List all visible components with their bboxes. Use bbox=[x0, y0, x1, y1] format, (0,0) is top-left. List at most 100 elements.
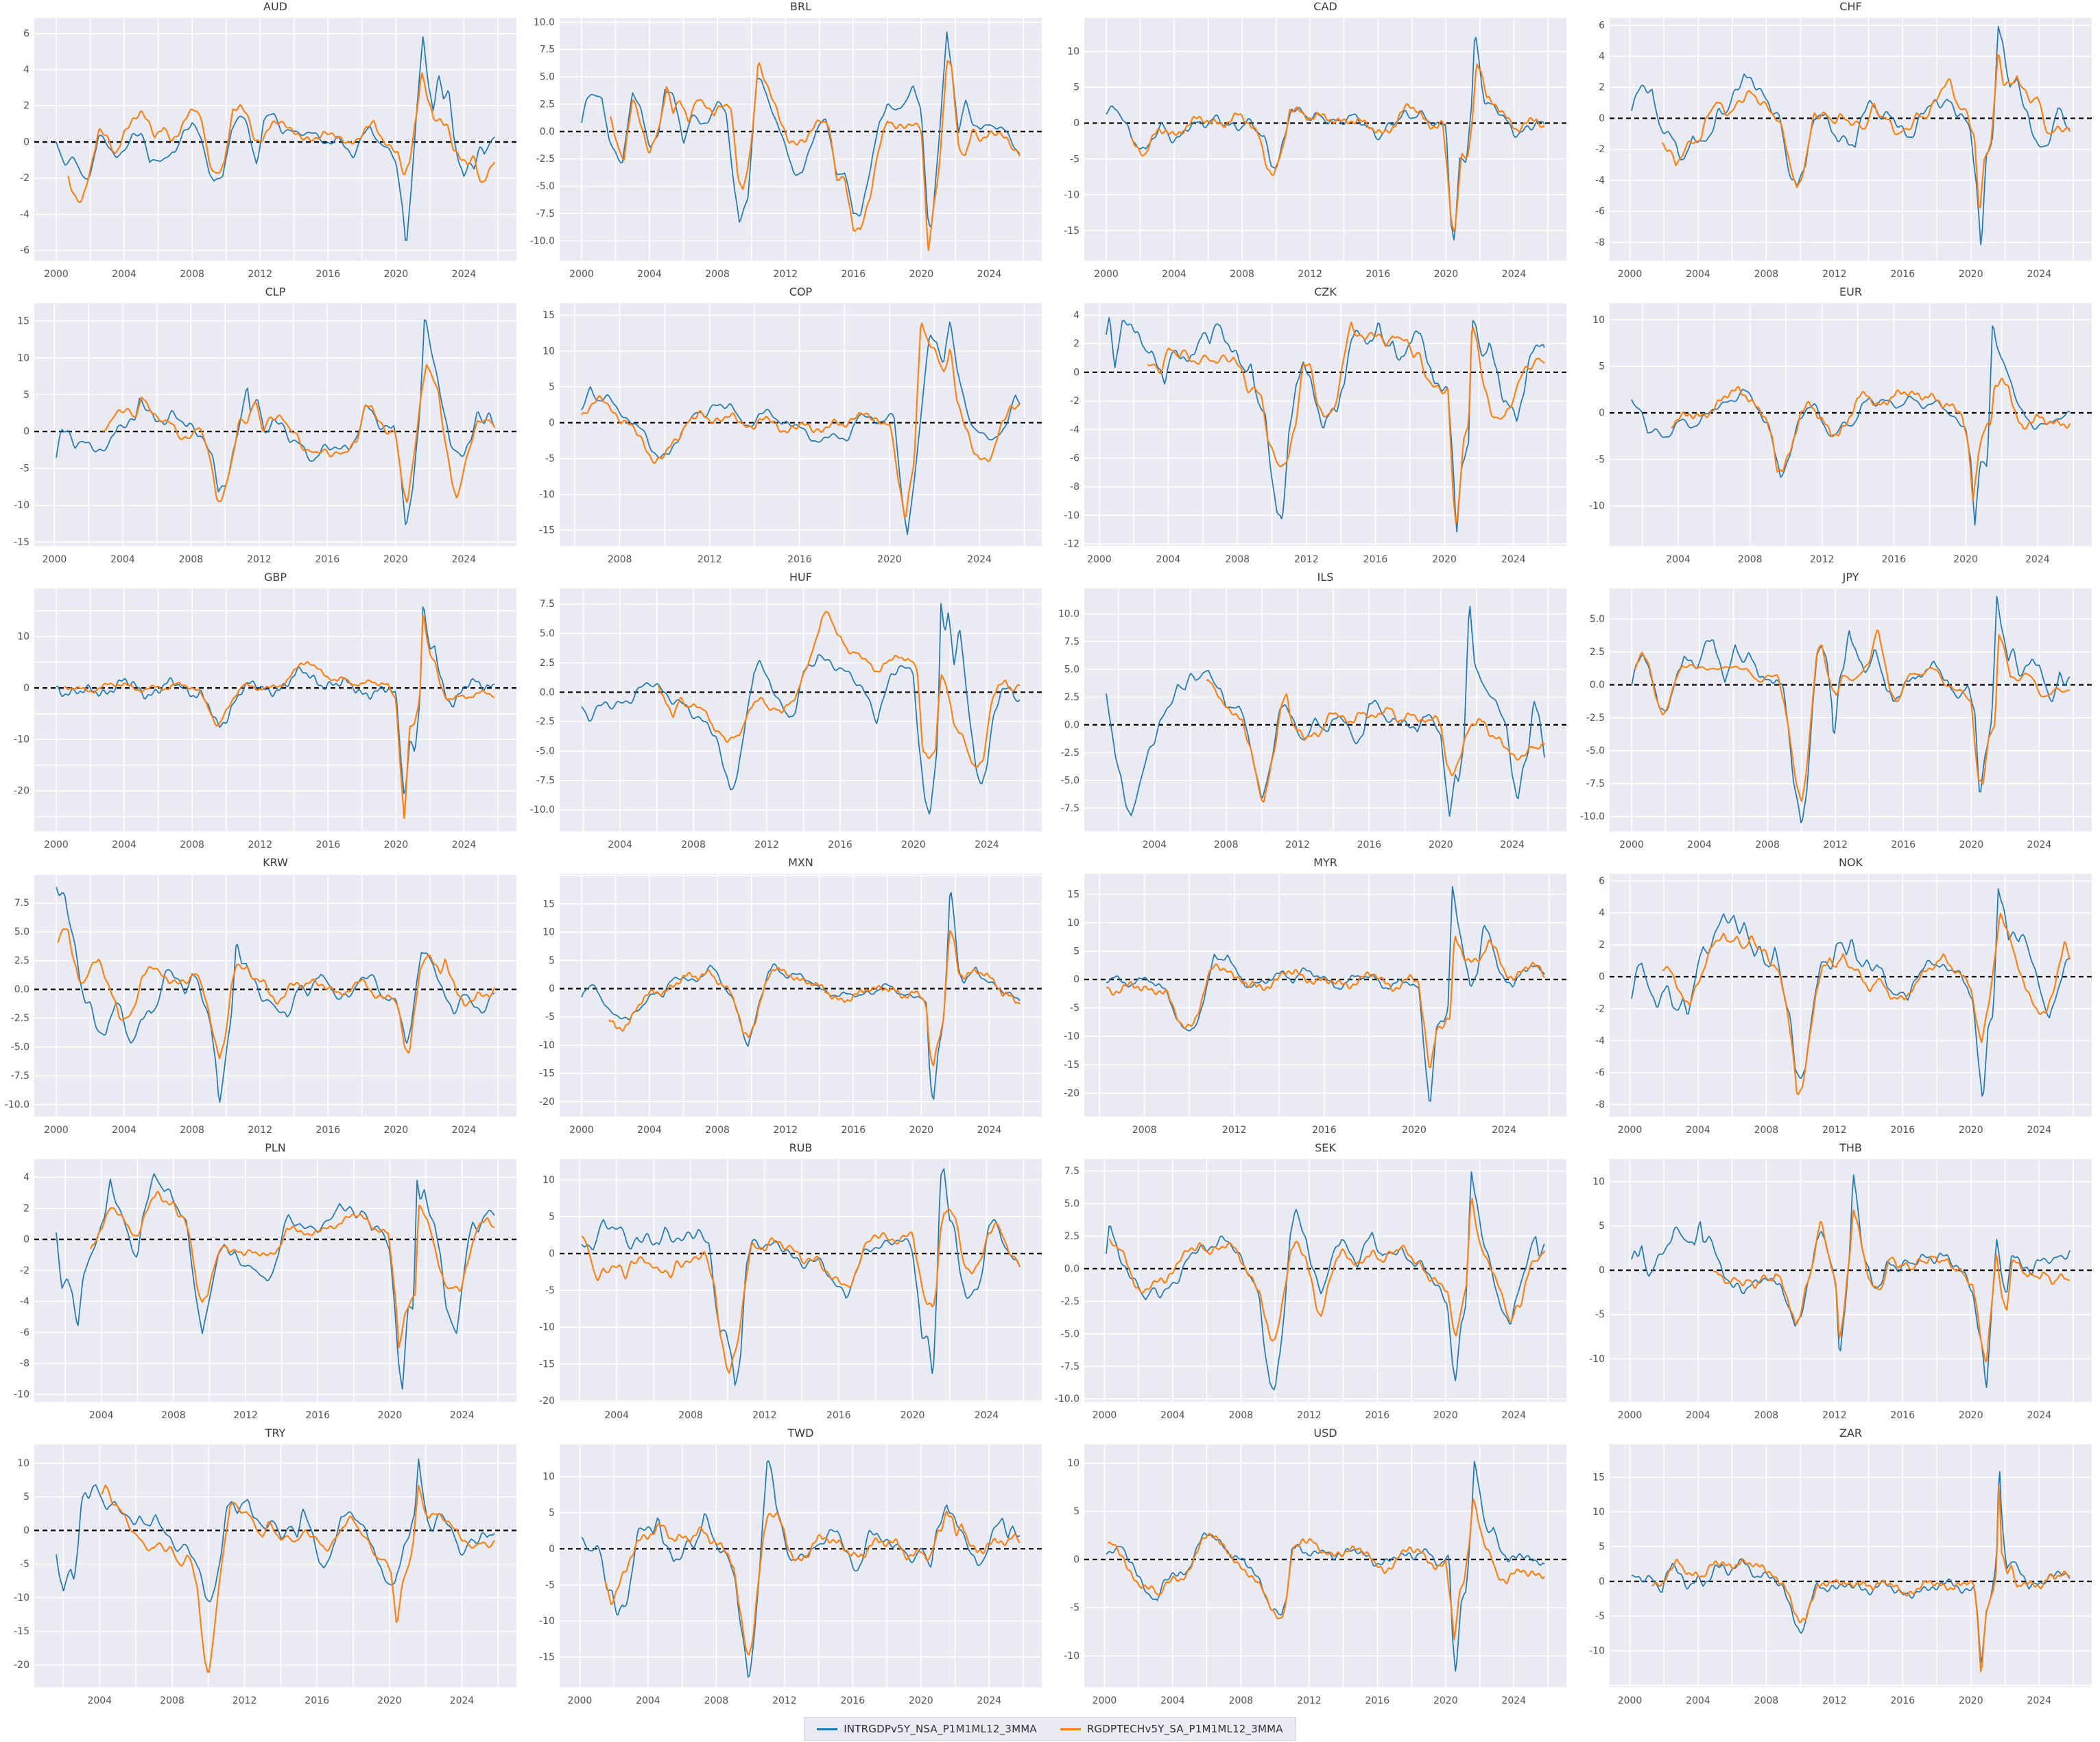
y-tick-label: -2 bbox=[1070, 396, 1079, 407]
x-tick-label: 2024 bbox=[2027, 1125, 2051, 1136]
y-tick-label: 5 bbox=[549, 382, 555, 393]
y-tick-label: -6 bbox=[20, 1327, 29, 1338]
series-line-rgdptech bbox=[581, 1208, 1021, 1374]
x-tick-label: 2004 bbox=[1686, 1125, 1710, 1136]
x-tick-label: 2004 bbox=[1143, 839, 1167, 850]
y-tick-label: -10 bbox=[1064, 1651, 1079, 1662]
series-line-rgdptech bbox=[1106, 935, 1545, 1069]
chart-panel-chf: 6 4 2 0 -2 -4 -6 -8 2000 2004 2008 2012 2016 2020 2024… bbox=[1575, 0, 2100, 285]
x-tick-label: 2008 bbox=[681, 839, 706, 850]
y-tick-label: 0 bbox=[1599, 972, 1605, 983]
y-tick-label: 2.5 bbox=[14, 955, 29, 966]
x-tick-label: 2004 bbox=[87, 1695, 112, 1706]
x-tick-label: 2016 bbox=[1365, 1695, 1389, 1706]
y-tick-label: -8 bbox=[1595, 1099, 1605, 1110]
y-tick-label: 5.0 bbox=[1589, 614, 1604, 625]
x-tick-label: 2012 bbox=[773, 1125, 798, 1136]
series-line-intrgdp bbox=[1106, 36, 1545, 241]
x-tick-label: 2016 bbox=[840, 1695, 865, 1706]
x-tick-label: 2012 bbox=[248, 269, 272, 280]
series-line-intrgdp bbox=[56, 1173, 495, 1390]
y-tick-label: 6 bbox=[23, 28, 29, 39]
y-tick-label: -15 bbox=[539, 525, 555, 536]
chart-title: BRL bbox=[789, 0, 811, 13]
y-tick-label: 2 bbox=[1599, 940, 1605, 951]
series-line-rgdptech bbox=[1713, 1209, 2070, 1363]
y-tick-label: -8 bbox=[1595, 237, 1605, 248]
x-tick-label: 2004 bbox=[112, 269, 136, 280]
x-tick-label: 2004 bbox=[1666, 554, 1691, 565]
y-tick-label: 10 bbox=[17, 353, 29, 363]
x-tick-label: 2012 bbox=[247, 554, 272, 565]
y-tick-label: 15 bbox=[542, 898, 555, 909]
x-tick-label: 2000 bbox=[43, 554, 67, 565]
y-tick-label: 5 bbox=[1073, 1506, 1079, 1517]
x-tick-label: 2024 bbox=[977, 1125, 1001, 1136]
x-tick-label: 2016 bbox=[1890, 269, 1915, 280]
y-tick-label: 0 bbox=[549, 1544, 555, 1555]
series-line-intrgdp bbox=[56, 1458, 495, 1603]
chart-panel-jpy: 5.0 2.5 0.0 -2.5 -5.0 -7.5 -10.0 2000 2004 2008 20… bbox=[1575, 571, 2100, 856]
chart-panel-nok: 6 4 2 0 -2 -4 -6 -8 2000 2004 2008 2012 2016 2020 2024… bbox=[1575, 856, 2100, 1141]
y-tick-label: -2.5 bbox=[536, 717, 554, 728]
y-tick-label: -10 bbox=[539, 1616, 555, 1627]
x-tick-label: 2000 bbox=[1087, 554, 1112, 565]
chart-panel-cad: 10 5 0 -5 -10 -15 2000 2004 2008 2012 2016 2020 2024… bbox=[1050, 0, 1575, 285]
chart-panel-eur: 10 5 0 -5 -10 2004 2008 2012 2016 2020 2024 EUR bbox=[1575, 285, 2100, 571]
y-tick-label: -15 bbox=[1064, 226, 1079, 237]
y-tick-label: -5 bbox=[1595, 454, 1605, 465]
y-tick-label: -15 bbox=[14, 1626, 29, 1637]
y-tick-label: -5.0 bbox=[536, 746, 554, 757]
y-tick-label: -4 bbox=[1595, 1036, 1605, 1047]
x-tick-label: 2004 bbox=[1160, 1410, 1185, 1421]
x-tick-label: 2004 bbox=[637, 1125, 662, 1136]
chart-panel-rub: 10 5 0 -5 -10 -15 -20 2004 2008 2012 2016 2020 2024 R… bbox=[525, 1141, 1051, 1427]
y-tick-label: -4 bbox=[20, 209, 29, 220]
y-tick-label: -2.5 bbox=[536, 154, 554, 165]
x-tick-label: 2020 bbox=[1958, 1695, 1983, 1706]
y-tick-label: -15 bbox=[539, 1359, 555, 1370]
x-tick-label: 2024 bbox=[1501, 1695, 1526, 1706]
y-tick-label: 5.0 bbox=[539, 72, 554, 83]
chart-title: JPY bbox=[1841, 571, 1859, 584]
x-tick-label: 2004 bbox=[1686, 269, 1710, 280]
x-tick-label: 2020 bbox=[877, 554, 902, 565]
series-line-rgdptech bbox=[64, 615, 495, 820]
series-line-rgdptech bbox=[1661, 53, 2071, 208]
y-tick-label: -2 bbox=[20, 173, 29, 184]
x-tick-label: 2008 bbox=[1229, 1410, 1254, 1421]
x-tick-label: 2008 bbox=[1214, 839, 1239, 850]
chart-panel-myr: 15 10 5 0 -5 -10 -15 -20 2008 2012 2016 2020 2024 MYR bbox=[1050, 856, 1575, 1141]
x-tick-label: 2012 bbox=[1809, 554, 1834, 565]
x-tick-label: 2012 bbox=[697, 554, 721, 565]
y-tick-label: 0 bbox=[1073, 367, 1079, 378]
y-tick-label: -10 bbox=[1064, 190, 1079, 201]
x-tick-label: 2024 bbox=[977, 269, 1001, 280]
chart-panel-mxn: 15 10 5 0 -5 -10 -15 -20 2000 2004 2008 2012 2016 202… bbox=[525, 856, 1051, 1141]
y-tick-label: 6 bbox=[1599, 876, 1605, 887]
y-tick-label: 4 bbox=[23, 64, 29, 75]
x-tick-label: 2000 bbox=[44, 269, 69, 280]
x-tick-label: 2004 bbox=[636, 1695, 660, 1706]
y-tick-label: 2 bbox=[23, 101, 29, 112]
y-tick-label: -10 bbox=[539, 1040, 555, 1051]
x-tick-label: 2024 bbox=[452, 839, 477, 850]
x-tick-label: 2012 bbox=[1822, 269, 1847, 280]
chart-title: HUF bbox=[789, 571, 812, 584]
legend-label-rgdptech: RGDPTECHv5Y_SA_P1M1ML12_3MMA bbox=[1086, 1723, 1283, 1735]
y-tick-label: -8 bbox=[20, 1359, 29, 1370]
series-line-intrgdp bbox=[1106, 606, 1545, 818]
y-tick-label: 0.0 bbox=[1589, 680, 1604, 691]
x-tick-label: 2024 bbox=[2027, 269, 2051, 280]
x-tick-label: 2000 bbox=[567, 1695, 592, 1706]
y-tick-label: 0 bbox=[1599, 113, 1605, 124]
series-line-intrgdp bbox=[56, 36, 495, 241]
y-tick-label: -10 bbox=[14, 1389, 29, 1400]
y-tick-label: 0 bbox=[23, 683, 29, 694]
y-tick-label: -2.5 bbox=[1061, 748, 1079, 759]
x-tick-label: 2008 bbox=[179, 554, 204, 565]
y-tick-label: -2.5 bbox=[1061, 1296, 1079, 1307]
x-tick-label: 2008 bbox=[160, 1695, 184, 1706]
series-line-rgdptech bbox=[604, 1510, 1021, 1656]
y-tick-label: 15 bbox=[542, 310, 555, 321]
